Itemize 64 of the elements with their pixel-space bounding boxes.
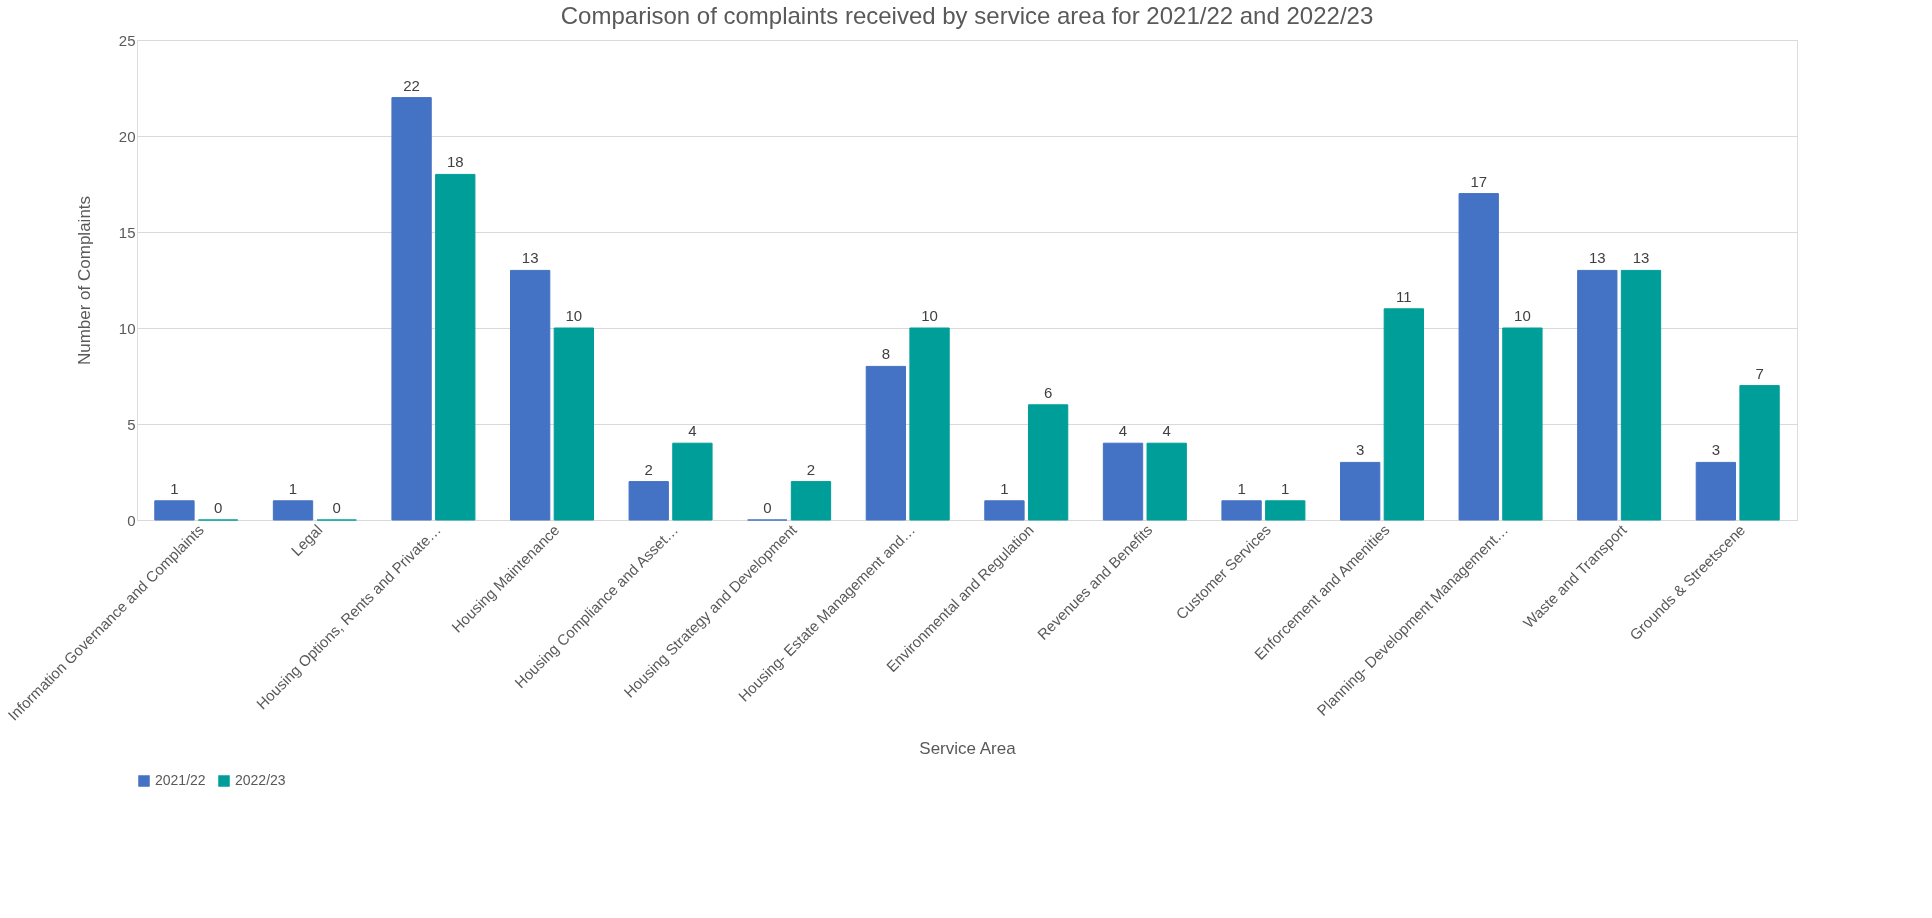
data-label: 1 bbox=[1281, 479, 1290, 497]
data-label: 1 bbox=[1000, 479, 1009, 497]
y-axis-title: Number of Complaints bbox=[74, 195, 94, 366]
data-label: 7 bbox=[1755, 364, 1764, 382]
y-tick-label: 20 bbox=[118, 127, 136, 145]
bar bbox=[1221, 500, 1262, 521]
data-label: 10 bbox=[1514, 307, 1531, 324]
data-label: 11 bbox=[1396, 287, 1412, 305]
bar bbox=[1695, 461, 1737, 521]
bar bbox=[1102, 442, 1144, 521]
data-label: 0 bbox=[213, 499, 223, 516]
bar bbox=[1146, 442, 1187, 521]
data-label: 10 bbox=[921, 307, 938, 324]
legend-label: 2021/22 bbox=[155, 772, 206, 788]
data-label: 18 bbox=[446, 153, 464, 171]
chart-title: Comparison of complaints received by service area for 2021/22 and 2022/23 bbox=[560, 2, 1374, 29]
bar bbox=[1620, 269, 1662, 521]
bar bbox=[1577, 269, 1618, 521]
y-tick-label: 15 bbox=[118, 223, 136, 241]
bar bbox=[435, 173, 476, 521]
data-label: 1 bbox=[1237, 479, 1246, 497]
bar bbox=[1265, 500, 1306, 521]
bar bbox=[553, 327, 594, 521]
data-label: 1 bbox=[170, 479, 179, 497]
data-label: 0 bbox=[332, 499, 341, 516]
data-label: 2 bbox=[806, 460, 816, 478]
data-label: 3 bbox=[1711, 441, 1721, 459]
data-label: 1 bbox=[288, 479, 298, 497]
bar bbox=[984, 500, 1025, 521]
data-label: 13 bbox=[521, 249, 539, 267]
bar bbox=[790, 481, 832, 521]
data-label: 6 bbox=[1043, 383, 1053, 401]
bar bbox=[1340, 461, 1381, 521]
data-label: 4 bbox=[688, 422, 697, 440]
bar bbox=[1502, 327, 1543, 521]
data-label: 22 bbox=[403, 76, 420, 94]
bar bbox=[672, 442, 713, 521]
bar bbox=[1458, 193, 1499, 521]
data-label: 13 bbox=[1588, 249, 1606, 267]
data-label: 8 bbox=[881, 345, 891, 363]
bar bbox=[1027, 404, 1069, 521]
bar bbox=[391, 97, 432, 521]
y-tick-label: 5 bbox=[127, 415, 136, 433]
bar bbox=[628, 481, 669, 521]
data-label: 4 bbox=[1118, 422, 1128, 440]
data-label: 0 bbox=[763, 499, 772, 516]
x-axis-title: Service Area bbox=[919, 738, 1017, 758]
bar bbox=[154, 500, 195, 521]
bar bbox=[909, 327, 950, 521]
bar bbox=[510, 269, 551, 521]
data-label: 13 bbox=[1632, 249, 1650, 267]
data-label: 17 bbox=[1470, 172, 1488, 190]
y-tick-label: 25 bbox=[118, 31, 136, 49]
data-label: 4 bbox=[1162, 422, 1171, 440]
data-label: 2 bbox=[644, 460, 653, 478]
bar bbox=[865, 365, 907, 521]
data-label: 3 bbox=[1355, 441, 1365, 459]
bar bbox=[272, 500, 314, 521]
data-label: 10 bbox=[565, 307, 583, 324]
legend-label: 2022/23 bbox=[235, 772, 286, 788]
bar bbox=[1739, 385, 1780, 521]
y-tick-label: 0 bbox=[127, 511, 136, 529]
y-tick-label: 10 bbox=[118, 319, 136, 337]
bar bbox=[1383, 308, 1424, 521]
